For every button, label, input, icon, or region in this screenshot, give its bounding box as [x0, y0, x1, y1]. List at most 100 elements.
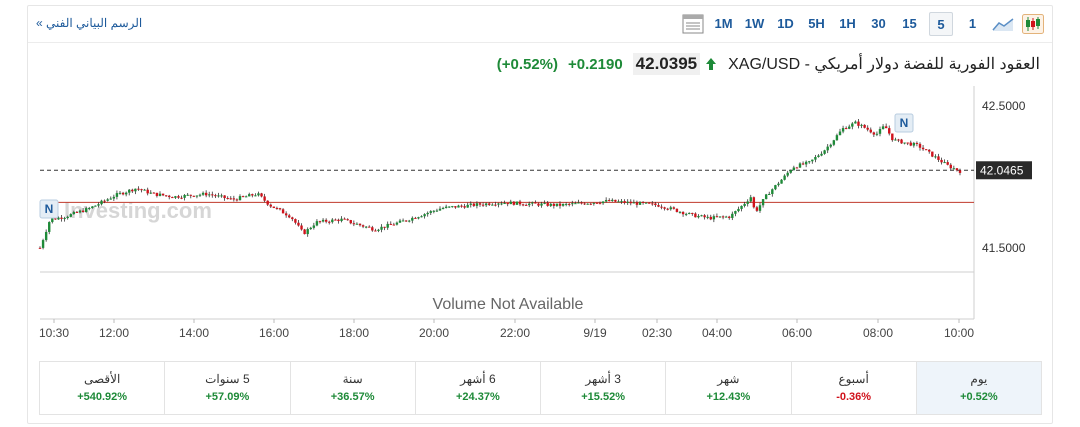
candle [260, 193, 263, 197]
candle [958, 170, 962, 173]
candle [377, 229, 380, 231]
candle [284, 213, 288, 216]
x-tick-label: 12:00 [99, 326, 129, 340]
candle [792, 167, 796, 171]
area-chart-icon[interactable] [988, 12, 1018, 36]
candle [491, 204, 494, 206]
period-cell[interactable]: 5 سنوات +57.09% [165, 362, 291, 414]
timeframe-5[interactable]: 5 [929, 12, 953, 36]
candle [604, 200, 608, 202]
period-cell[interactable]: شهر +12.43% [666, 362, 792, 414]
candle [709, 216, 712, 220]
news-marker-label: N [45, 202, 54, 216]
candle [220, 195, 223, 197]
news-marker [894, 113, 914, 133]
candle [328, 221, 331, 223]
candle [774, 185, 777, 190]
candle [681, 211, 685, 215]
timeframe-1w[interactable]: 1W [744, 16, 765, 31]
candle [389, 223, 392, 225]
candle [728, 216, 731, 218]
period-cell[interactable]: أسبوع -0.36% [792, 362, 917, 414]
technical-chart-link[interactable]: الرسم البياني الفني » [36, 16, 143, 30]
candle [635, 202, 639, 205]
candle [115, 193, 119, 197]
timeframe-5h[interactable]: 5H [808, 16, 825, 31]
candle [161, 193, 165, 196]
candle [746, 201, 749, 204]
candle [761, 199, 765, 206]
candle [869, 129, 872, 133]
timeframe-1d[interactable]: 1D [777, 16, 794, 31]
candle [263, 196, 266, 201]
period-cell[interactable]: الأقصى +540.92% [40, 362, 166, 414]
candlestick-chart-icon[interactable] [1018, 12, 1048, 36]
candle [629, 201, 632, 204]
candle [334, 219, 337, 221]
timeframe-15[interactable]: 15 [902, 16, 917, 31]
candle [288, 215, 291, 218]
candle [361, 225, 365, 227]
candle [937, 156, 940, 160]
candle [786, 172, 789, 176]
candle [638, 201, 642, 205]
candle [463, 206, 466, 208]
candle [592, 202, 596, 204]
candle [420, 216, 423, 218]
candle [229, 198, 232, 200]
candle [524, 204, 528, 206]
period-cell[interactable]: 3 أشهر +15.52% [541, 362, 667, 414]
candle [506, 203, 509, 205]
candle [632, 202, 636, 204]
candle [275, 207, 279, 209]
candle [543, 202, 546, 204]
candle [500, 203, 503, 205]
candle [238, 196, 242, 201]
candle [608, 200, 611, 202]
candle [663, 207, 666, 209]
period-performance-table: الأقصى +540.92% 5 سنوات +57.09% سنة +36.57% 6 … [39, 361, 1042, 415]
x-tick-label: 04:00 [702, 326, 732, 340]
period-label: 3 أشهر [585, 372, 621, 386]
candle [906, 142, 909, 144]
period-change: +12.43% [706, 391, 751, 403]
timeframe-1m[interactable]: 1M [714, 16, 733, 31]
timeframe-30[interactable]: 30 [871, 16, 886, 31]
period-cell[interactable]: يوم +0.52% [916, 362, 1041, 414]
candle [346, 219, 349, 221]
candle [429, 211, 432, 213]
candle [694, 213, 697, 218]
candle [303, 229, 306, 235]
candle [678, 211, 682, 213]
candle [789, 170, 792, 173]
candle [164, 195, 168, 197]
candle [269, 204, 272, 207]
table-view-icon[interactable] [678, 12, 708, 36]
candle [454, 206, 457, 208]
candle [811, 159, 814, 162]
candle [752, 197, 756, 208]
candle [804, 161, 808, 165]
candle [312, 225, 316, 228]
candle [408, 220, 411, 222]
period-cell[interactable]: 6 أشهر +24.37% [416, 362, 541, 414]
period-label: الأقصى [83, 372, 121, 386]
timeframe-1[interactable]: 1 [968, 16, 977, 31]
candle [955, 168, 959, 171]
candle [38, 247, 42, 249]
x-tick-label: 20:00 [419, 326, 449, 340]
candle [888, 128, 891, 134]
arrow-up-icon [706, 58, 717, 70]
candle [41, 240, 45, 248]
candle [503, 203, 506, 205]
candle [94, 205, 97, 207]
timeframe-1h[interactable]: 1H [839, 16, 856, 31]
candle [648, 202, 651, 204]
candle [555, 203, 559, 206]
candle [946, 162, 949, 165]
candle [928, 149, 931, 152]
candle [158, 193, 162, 196]
candle [808, 161, 811, 163]
period-cell[interactable]: سنة +36.57% [291, 362, 416, 414]
